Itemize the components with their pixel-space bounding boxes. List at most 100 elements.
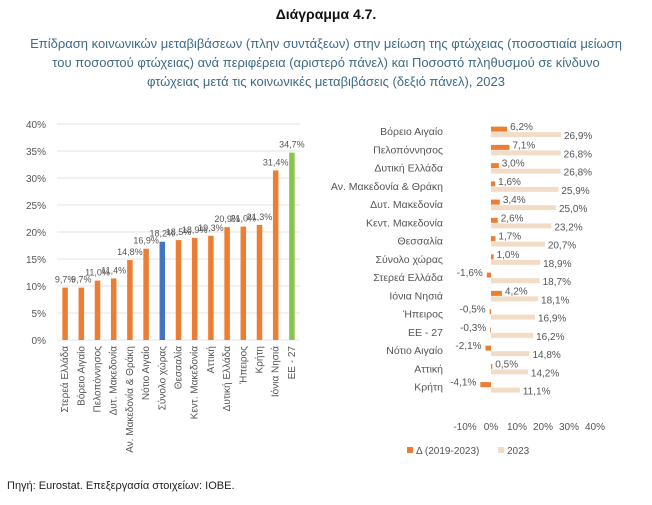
right-y-category-label: Αττική	[414, 363, 443, 375]
right-delta-value-label: 0,5%	[495, 359, 518, 370]
right-2023-value-label: 25,9%	[561, 186, 589, 197]
left-x-category-label: Κεντ. Μακεδονία	[189, 346, 201, 420]
right-2023-value-label: 26,9%	[564, 131, 592, 142]
right-2023-bar	[491, 223, 552, 229]
left-bar-value-label: 9,7%	[55, 275, 76, 285]
left-bar	[240, 226, 247, 340]
right-2023-bar	[491, 150, 561, 156]
right-delta-bar	[490, 327, 491, 333]
right-delta-bar	[491, 163, 499, 169]
right-delta-bar	[491, 181, 496, 187]
right-delta-value-label: -4,1%	[450, 378, 476, 389]
right-y-category-label: Δυτ. Μακεδονία	[370, 199, 443, 211]
right-2023-value-label: 18,7%	[543, 277, 571, 288]
right-2023-value-label: 20,7%	[548, 241, 576, 252]
left-bar	[127, 260, 133, 340]
right-delta-value-label: 1,6%	[498, 177, 521, 188]
right-delta-value-label: 6,2%	[510, 122, 533, 133]
left-bar	[256, 224, 263, 340]
right-delta-bar	[480, 382, 491, 388]
right-2023-bar	[491, 296, 539, 302]
left-y-tick-label: 10%	[26, 282, 46, 293]
right-y-category-label: Θεσσαλία	[397, 236, 443, 248]
legend-swatch-2023	[498, 447, 504, 453]
right-2023-bar	[491, 168, 561, 174]
left-x-category-label: Αν. Μακεδονία & Θράκη	[124, 346, 136, 453]
right-x-tick-label: 0%	[484, 422, 499, 433]
left-bar	[224, 227, 230, 340]
left-x-category-label: Θεσσαλία	[173, 346, 185, 390]
right-2023-value-label: 23,2%	[554, 222, 582, 233]
left-x-category-label: Νότιο Αιγαίο	[140, 346, 152, 400]
left-y-tick-label: 35%	[26, 147, 46, 158]
right-2023-value-label: 18,1%	[541, 295, 569, 306]
left-bar-value-label: 21,3%	[247, 212, 273, 222]
right-2023-value-label: 18,9%	[543, 259, 571, 270]
right-delta-bar	[491, 236, 496, 242]
right-y-category-label: Αν. Μακεδονία & Θράκη	[331, 181, 443, 193]
left-bar-value-label: 31,4%	[263, 157, 289, 167]
left-y-tick-label: 0%	[32, 336, 47, 347]
left-bar-value-label: 20,9%	[214, 214, 240, 224]
right-x-tick-label: 30%	[559, 422, 579, 433]
right-delta-bar	[491, 199, 500, 205]
right-y-category-label: Νότιο Αιγαίο	[386, 345, 443, 357]
left-x-category-label: Ιόνια Νησιά	[270, 346, 282, 397]
left-bar-value-label: 21,0%	[231, 214, 257, 224]
left-x-category-label: Ήπειρος	[238, 346, 249, 385]
right-delta-value-label: -0,3%	[460, 323, 486, 334]
right-delta-bar	[491, 290, 502, 296]
right-delta-value-label: 1,7%	[498, 232, 521, 243]
right-x-tick-label: -10%	[453, 422, 476, 433]
right-2023-value-label: 14,8%	[532, 350, 560, 361]
right-delta-value-label: -2,1%	[455, 341, 481, 352]
right-2023-value-label: 11,1%	[523, 387, 551, 398]
left-bar	[143, 248, 149, 340]
left-y-tick-label: 40%	[26, 120, 46, 131]
right-delta-value-label: 4,2%	[505, 286, 528, 297]
right-delta-value-label: 2,6%	[501, 213, 524, 224]
left-x-category-label: Βόρειο Αιγαίο	[75, 346, 87, 406]
left-bar-value-label: 11,4%	[101, 265, 126, 275]
legend-label-delta: Δ (2019-2023)	[416, 446, 479, 457]
right-2023-bar	[491, 387, 520, 393]
left-y-tick-label: 20%	[26, 228, 46, 239]
right-delta-bar	[491, 126, 508, 132]
left-x-category-label: Δυτ. Μακεδονία	[108, 346, 120, 416]
right-2023-value-label: 26,8%	[564, 149, 592, 160]
right-delta-value-label: 1,0%	[497, 250, 520, 261]
left-bar	[62, 287, 68, 340]
source-note: Πηγή: Eurostat. Επεξεργασία στοιχείων: Ι…	[7, 480, 235, 492]
left-bar	[289, 152, 295, 340]
left-bar	[272, 170, 279, 340]
left-bar-value-label: 18,9%	[182, 225, 208, 235]
left-bar-value-label: 16,9%	[133, 236, 159, 246]
right-2023-bar	[491, 351, 530, 357]
left-bar-value-label: 18,5%	[166, 227, 192, 237]
left-bar-value-label: 11,0%	[85, 268, 110, 278]
left-y-tick-label: 25%	[26, 201, 46, 212]
left-bar	[191, 237, 198, 340]
right-2023-value-label: 14,2%	[531, 368, 559, 379]
legend-swatch-delta	[407, 447, 413, 453]
right-2023-bar	[491, 132, 561, 138]
right-delta-bar	[491, 363, 493, 369]
left-x-category-label: Αττική	[205, 346, 217, 373]
left-bar-value-label: 34,7%	[279, 140, 305, 150]
right-delta-value-label: -1,6%	[457, 268, 483, 279]
left-bar	[208, 235, 214, 340]
right-delta-value-label: 7,1%	[512, 140, 535, 151]
right-2023-bar	[491, 241, 545, 247]
chart-subtitle: Επίδραση κοινωνικών μεταβιβάσεων (πλην σ…	[30, 36, 622, 89]
left-x-category-label: Σύνολο χώρας	[156, 346, 168, 410]
right-delta-bar	[491, 217, 498, 223]
left-bar-value-label: 18,2%	[150, 229, 176, 239]
right-2023-value-label: 26,8%	[564, 168, 592, 179]
chart-title: Διάγραμμα 4.7.	[275, 6, 377, 22]
right-y-category-label: Σύνολο χώρας	[375, 254, 443, 266]
left-bar	[175, 240, 182, 340]
right-2023-value-label: 16,2%	[536, 332, 564, 343]
left-bar	[78, 287, 85, 340]
right-2023-bar	[491, 259, 541, 265]
